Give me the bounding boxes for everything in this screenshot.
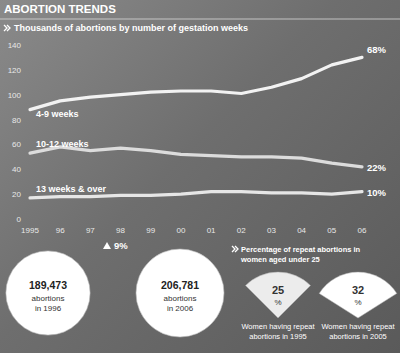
chevron [232, 246, 238, 252]
fan-wedge [319, 272, 397, 318]
x-tick-label: 04 [297, 226, 306, 235]
chart-title: Thousands of abortions by number of gest… [14, 23, 248, 33]
fan-caption: Women having repeatabortions in 2005 [321, 322, 395, 341]
label-line: in 2006 [167, 304, 194, 313]
x-tick-label: 98 [116, 226, 125, 235]
y-tick-label: 60 [12, 140, 21, 149]
series-label: 13 weeks & over [36, 184, 107, 194]
x-tick-label: 00 [176, 226, 185, 235]
x-tick-label: 05 [327, 226, 336, 235]
title-line: Percentage of repeat abortions in [241, 245, 361, 254]
caption-line: Women having repeat [241, 322, 315, 331]
chevron [4, 25, 10, 31]
fan-caption: Women having repeatabortions in 1995 [241, 322, 315, 341]
x-tick-label: 99 [146, 226, 155, 235]
change-annotation: 9% [114, 240, 128, 251]
series-annotation: 10% [367, 187, 387, 198]
bubble-value: 206,781 [161, 279, 199, 291]
series-line [30, 147, 362, 167]
series-label: 10-12 weeks [36, 139, 89, 149]
y-tick-label: 0 [17, 215, 22, 224]
bubble-value: 189,473 [29, 279, 67, 291]
page: {"header": {"title": "ABORTION TRENDS"},… [0, 0, 400, 353]
y-tick-label: 140 [8, 41, 22, 50]
x-tick-label: 06 [358, 226, 367, 235]
bubble [136, 249, 224, 337]
header-rule [0, 19, 400, 20]
fan-unit: % [354, 298, 361, 307]
x-tick-label: 1995 [21, 226, 39, 235]
series-annotation: 68% [367, 44, 387, 55]
y-tick-label: 20 [12, 190, 21, 199]
bubble-label: abortionsin 2006 [164, 294, 197, 313]
x-tick-label: 97 [86, 226, 95, 235]
caption-line: Women having repeat [321, 322, 395, 331]
label-line: abortions [32, 294, 65, 303]
fan-wedge [246, 272, 311, 318]
y-tick-label: 80 [12, 116, 21, 125]
fan-value: 25 [272, 284, 284, 296]
infographic: ABORTION TRENDS Thousands of abortions by… [0, 0, 400, 353]
fan-unit: % [274, 298, 281, 307]
chart-title: Percentage of repeat abortions inwomen a… [240, 245, 361, 264]
label-line: in 1996 [35, 304, 62, 313]
x-tick-label: 02 [237, 226, 246, 235]
x-tick-label: 03 [267, 226, 276, 235]
x-tick-label: 01 [207, 226, 216, 235]
y-tick-label: 40 [12, 165, 21, 174]
y-tick-label: 120 [8, 66, 22, 75]
y-tick-label: 100 [8, 91, 22, 100]
series-line [30, 57, 362, 109]
up-triangle [103, 242, 111, 249]
bubble-label: abortionsin 1996 [32, 294, 65, 313]
fan-value: 32 [352, 284, 364, 296]
label-line: abortions [164, 294, 197, 303]
plot-area [30, 57, 362, 198]
x-tick-label: 96 [56, 226, 65, 235]
caption-line: abortions in 2005 [329, 332, 387, 341]
header-title: ABORTION TRENDS [4, 3, 116, 15]
series-label: 4-9 weeks [36, 109, 79, 119]
title-line: women aged under 25 [240, 255, 320, 264]
caption-line: abortions in 1995 [249, 332, 307, 341]
series-annotation: 22% [367, 162, 387, 173]
bubble [6, 251, 90, 335]
